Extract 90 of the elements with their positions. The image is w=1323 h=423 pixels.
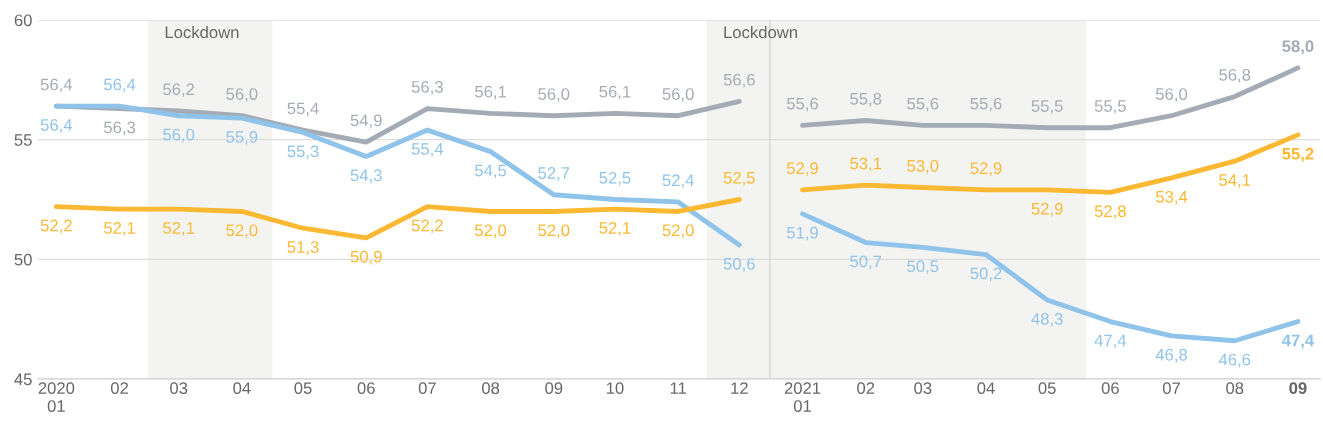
data-label: 52,8 [1094, 205, 1126, 220]
data-label: 55,4 [411, 143, 444, 157]
y-tick-label: 60 [14, 14, 32, 27]
data-label: 55,9 [226, 131, 258, 145]
x-tick-label: 02 [110, 382, 128, 395]
data-label: 46,6 [1218, 353, 1251, 368]
data-label: 58,0 [1282, 40, 1314, 55]
data-label: 55,2 [1282, 147, 1314, 163]
x-tick-label: 2020 01 [38, 382, 75, 412]
data-label: 52,4 [662, 174, 694, 189]
data-label: 51,3 [287, 241, 319, 255]
data-label: 56,0 [1155, 88, 1188, 102]
data-label: 56,0 [538, 88, 570, 102]
data-label: 52,0 [662, 224, 694, 239]
data-label: 55,6 [907, 97, 939, 112]
y-tick-label: 50 [14, 253, 32, 266]
data-label: 50,9 [350, 250, 382, 265]
data-label: 52,1 [104, 222, 135, 236]
data-label: 56,6 [723, 73, 755, 88]
x-tick-label: 10 [606, 382, 624, 395]
data-label: 52,5 [599, 171, 631, 186]
data-label: 52,9 [786, 162, 818, 177]
x-tick-label: 03 [914, 382, 932, 395]
x-tick-label: 06 [1101, 382, 1119, 395]
data-label: 52,7 [538, 167, 570, 181]
data-label: 55,5 [1094, 100, 1126, 114]
data-label: 52,9 [1031, 202, 1063, 217]
data-label: 47,4 [1281, 334, 1315, 349]
x-tick-label: 04 [977, 382, 995, 395]
data-label: 52,5 [723, 171, 755, 186]
x-tick-label: 12 [731, 382, 748, 394]
data-label: 56,2 [163, 83, 195, 98]
x-tick-label: 09 [545, 382, 563, 395]
data-label: 52,0 [226, 224, 258, 239]
band-label: Lockdown [724, 25, 797, 39]
x-tick-label: 09 [1289, 382, 1307, 395]
data-label: 47,4 [1094, 334, 1127, 349]
band-label: Lockdown [165, 25, 239, 39]
x-tick-label: 08 [1226, 382, 1244, 395]
data-label: 56,4 [40, 119, 73, 133]
data-label: 54,1 [1219, 174, 1251, 188]
data-label: 50,2 [970, 267, 1002, 282]
data-label: 54,5 [475, 164, 507, 179]
y-tick-label: 45 [14, 373, 32, 386]
data-label: 55,6 [786, 97, 819, 112]
data-label: 52,0 [538, 224, 570, 239]
x-tick-label: 03 [170, 382, 188, 395]
data-label: 56,0 [662, 88, 694, 102]
x-tick-label: 02 [857, 382, 875, 395]
x-tick-label: 06 [357, 382, 375, 395]
data-label: 52,2 [411, 219, 443, 234]
data-label: 55,6 [970, 97, 1002, 112]
x-tick-label: 07 [1162, 382, 1180, 395]
data-label: 56,8 [1219, 68, 1251, 83]
data-label: 55,5 [1031, 100, 1063, 114]
data-label: 56,1 [475, 85, 506, 100]
data-label: 52,1 [163, 222, 195, 236]
data-label: 53,4 [1155, 190, 1188, 205]
data-label: 51,9 [786, 226, 818, 241]
data-label: 55,8 [850, 92, 882, 107]
data-label: 56,0 [163, 128, 195, 143]
data-label: 52,1 [599, 222, 631, 236]
data-label: 48,3 [1031, 312, 1063, 327]
x-tick-label: 2021 01 [784, 382, 821, 412]
data-label: 56,3 [411, 80, 443, 95]
data-label: 54,9 [350, 114, 382, 129]
data-label: 56,4 [40, 78, 73, 93]
data-label: 56,0 [226, 88, 258, 102]
data-label: 50,5 [907, 260, 939, 275]
data-label: 53,1 [850, 157, 882, 172]
x-tick-label: 11 [670, 382, 686, 394]
x-tick-label: 04 [233, 382, 251, 395]
y-tick-label: 55 [14, 134, 32, 146]
x-tick-label: 05 [294, 382, 312, 395]
data-label: 54,3 [350, 169, 382, 184]
data-label: 56,1 [599, 85, 631, 100]
data-label: 50,6 [723, 257, 755, 272]
data-label: 53,0 [907, 159, 939, 174]
data-label: 50,7 [850, 255, 882, 270]
data-label: 56,4 [104, 78, 136, 93]
data-label: 52,9 [970, 162, 1002, 177]
x-tick-label: 07 [418, 382, 436, 395]
x-tick-label: 05 [1038, 382, 1056, 395]
data-label: 55,4 [287, 102, 319, 117]
data-label: 46,8 [1155, 348, 1188, 363]
data-label: 52,2 [40, 219, 72, 234]
x-tick-label: 08 [481, 382, 500, 395]
data-label: 52,0 [475, 224, 507, 239]
data-label: 55,3 [287, 145, 319, 160]
data-label: 56,3 [104, 121, 136, 136]
